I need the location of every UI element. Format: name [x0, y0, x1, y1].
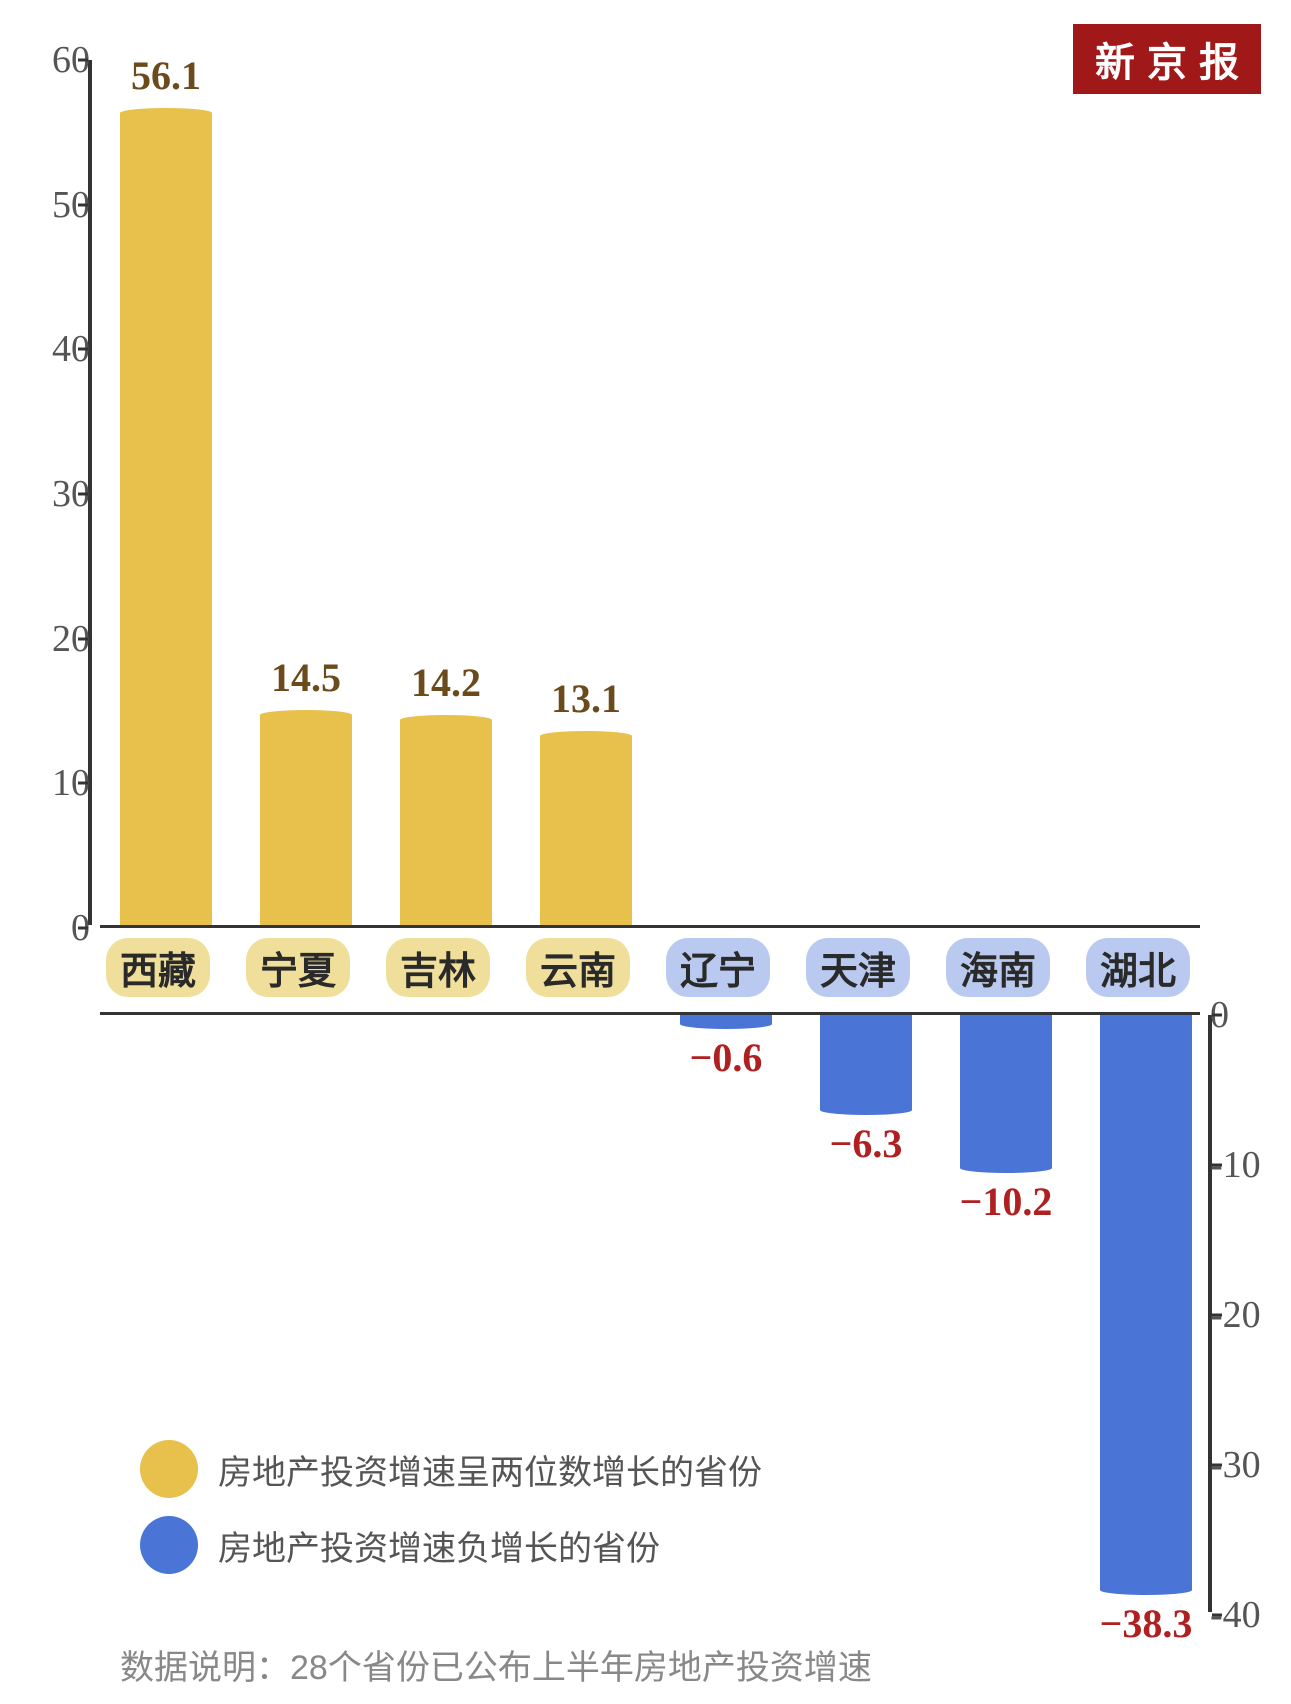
lower-y-tick-label: -30 [1210, 1443, 1290, 1487]
legend-swatch [140, 1516, 198, 1574]
lower-y-tick-mark [1212, 1464, 1222, 1467]
bar-value-label: 13.1 [486, 675, 686, 722]
bar-positive [260, 715, 352, 925]
category-label: 湖北 [1086, 938, 1190, 997]
data-footnote: 数据说明：28个省份已公布上半年房地产投资增速 [120, 1640, 872, 1689]
upper-y-tick-mark [78, 493, 88, 496]
lower-y-tick-label: -20 [1210, 1293, 1290, 1337]
category-label: 海南 [946, 938, 1050, 997]
upper-y-tick-mark [78, 348, 88, 351]
lower-y-tick-mark [1212, 1314, 1222, 1317]
chart-container: 010203040506056.114.514.213.1 % 西藏宁夏吉林云南… [20, 20, 1271, 1684]
upper-y-tick-mark [78, 927, 88, 930]
bar-negative [820, 1015, 912, 1110]
lower-y-tick-label: 0 [1210, 993, 1290, 1037]
legend: 房地产投资增速呈两位数增长的省份房地产投资增速负增长的省份 [140, 1440, 762, 1592]
bar-value-label: −0.6 [626, 1034, 826, 1081]
category-label: 天津 [806, 938, 910, 997]
upper-y-tick-mark [78, 637, 88, 640]
legend-text: 房地产投资增速呈两位数增长的省份 [218, 1445, 762, 1494]
upper-y-tick-mark [78, 203, 88, 206]
bar-value-label: −10.2 [906, 1178, 1106, 1225]
category-row: 西藏宁夏吉林云南辽宁天津海南湖北 [100, 934, 1200, 994]
bar-value-label: 56.1 [66, 52, 266, 99]
bar-positive [120, 113, 212, 925]
legend-swatch [140, 1440, 198, 1498]
bar-negative [1100, 1015, 1192, 1590]
legend-item: 房地产投资增速呈两位数增长的省份 [140, 1440, 762, 1498]
category-label: 西藏 [106, 938, 210, 997]
category-label: 宁夏 [246, 938, 350, 997]
lower-y-tick-label: -10 [1210, 1143, 1290, 1187]
legend-item: 房地产投资增速负增长的省份 [140, 1516, 762, 1574]
upper-y-tick-mark [78, 782, 88, 785]
bar-negative [960, 1015, 1052, 1168]
bar-positive [400, 720, 492, 925]
bar-positive [540, 736, 632, 926]
category-label: 辽宁 [666, 938, 770, 997]
bar-value-label: −6.3 [766, 1120, 966, 1167]
legend-text: 房地产投资增速负增长的省份 [218, 1521, 660, 1570]
lower-y-tick-mark [1212, 1014, 1222, 1017]
category-label: 云南 [526, 938, 630, 997]
category-label: 吉林 [386, 938, 490, 997]
bar-negative [680, 1015, 772, 1024]
bar-value-label: −38.3 [1046, 1600, 1246, 1647]
upper-plot-area: 010203040506056.114.514.213.1 [100, 60, 1200, 928]
lower-y-tick-mark [1212, 1164, 1222, 1167]
